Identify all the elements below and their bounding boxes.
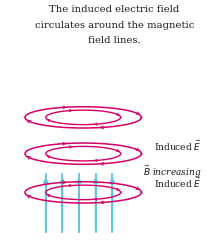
Text: Induced $\vec{E}$: Induced $\vec{E}$ <box>154 139 202 153</box>
Text: field lines.: field lines. <box>88 36 141 45</box>
Text: circulates around the magnetic: circulates around the magnetic <box>35 21 194 30</box>
Text: Induced $\vec{E}$: Induced $\vec{E}$ <box>154 176 202 190</box>
Text: The induced electric field: The induced electric field <box>49 5 180 14</box>
Text: $\vec{B}$ increasing: $\vec{B}$ increasing <box>143 164 202 180</box>
